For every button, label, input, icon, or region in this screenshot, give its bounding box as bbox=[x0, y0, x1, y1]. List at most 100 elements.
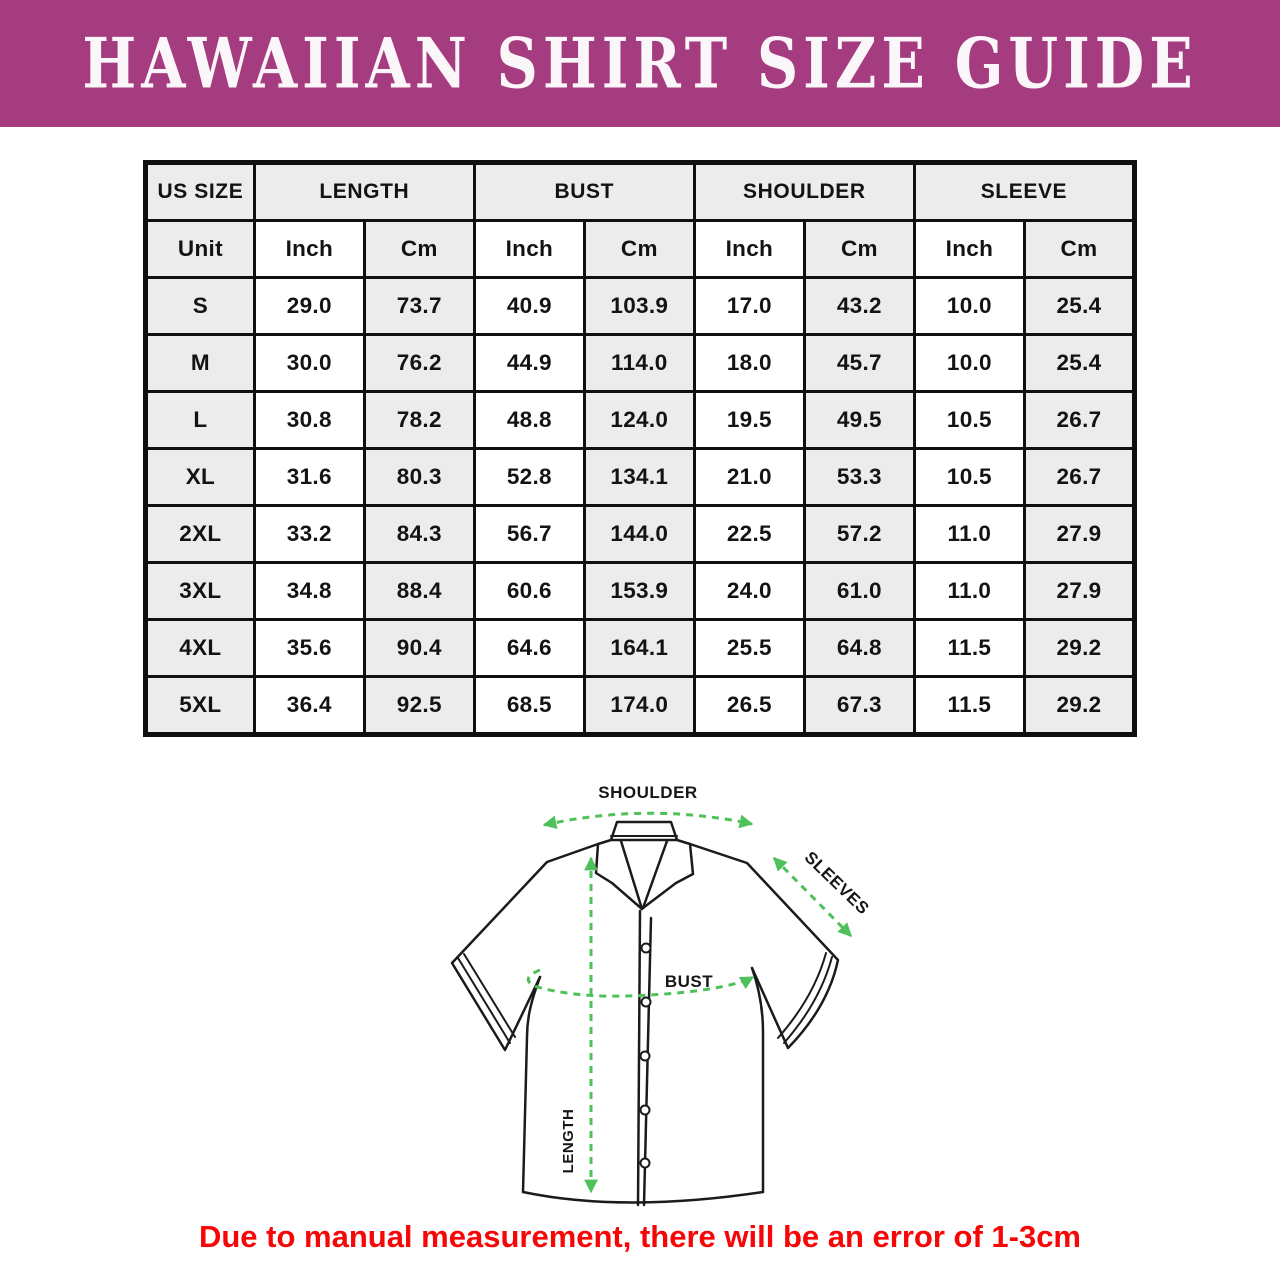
value-cell: 44.9 bbox=[472, 333, 586, 393]
unit-cell: Cm bbox=[582, 219, 696, 279]
value-cell: 30.0 bbox=[252, 333, 366, 393]
table-row: XL 31.6 80.3 52.8 134.1 21.0 53.3 10.5 2… bbox=[144, 447, 1137, 507]
value-cell: 174.0 bbox=[582, 675, 696, 736]
value-cell: 64.6 bbox=[472, 618, 586, 678]
size-cell: M bbox=[144, 333, 256, 393]
value-cell: 25.5 bbox=[692, 618, 806, 678]
value-cell: 11.0 bbox=[912, 504, 1026, 564]
value-cell: 92.5 bbox=[362, 675, 476, 736]
size-cell: 3XL bbox=[144, 561, 256, 621]
value-cell: 52.8 bbox=[472, 447, 586, 507]
unit-cell: Inch bbox=[912, 219, 1026, 279]
value-cell: 10.0 bbox=[912, 276, 1026, 336]
column-header-us-size: US SIZE bbox=[144, 161, 256, 222]
table-row: L 30.8 78.2 48.8 124.0 19.5 49.5 10.5 26… bbox=[144, 390, 1137, 450]
page-title: HAWAIIAN SHIRT SIZE GUIDE bbox=[82, 22, 1198, 105]
unit-header-row: Unit Inch Cm Inch Cm Inch Cm Inch Cm bbox=[144, 219, 1137, 279]
size-cell: L bbox=[144, 390, 256, 450]
table-row: 3XL 34.8 88.4 60.6 153.9 24.0 61.0 11.0 … bbox=[144, 561, 1137, 621]
size-cell: S bbox=[144, 276, 256, 336]
value-cell: 17.0 bbox=[692, 276, 806, 336]
measurement-arrows bbox=[526, 811, 853, 1194]
value-cell: 26.7 bbox=[1022, 390, 1137, 450]
shirt-measurement-diagram: SHOULDER SLEEVES BUST LENGTH bbox=[450, 783, 873, 1207]
table-row: 2XL 33.2 84.3 56.7 144.0 22.5 57.2 11.0 … bbox=[144, 504, 1137, 564]
value-cell: 11.5 bbox=[912, 618, 1026, 678]
value-cell: 64.8 bbox=[802, 618, 916, 678]
bust-arrow-icon bbox=[526, 968, 755, 998]
column-header-bust: BUST bbox=[472, 161, 696, 222]
value-cell: 25.4 bbox=[1022, 276, 1137, 336]
bust-label: BUST bbox=[665, 972, 713, 991]
unit-cell: Inch bbox=[252, 219, 366, 279]
value-cell: 103.9 bbox=[582, 276, 696, 336]
value-cell: 78.2 bbox=[362, 390, 476, 450]
value-cell: 57.2 bbox=[802, 504, 916, 564]
value-cell: 27.9 bbox=[1022, 561, 1137, 621]
value-cell: 29.2 bbox=[1022, 675, 1137, 736]
column-header-shoulder: SHOULDER bbox=[692, 161, 916, 222]
size-cell: 2XL bbox=[144, 504, 256, 564]
value-cell: 76.2 bbox=[362, 333, 476, 393]
shoulder-label: SHOULDER bbox=[598, 783, 697, 802]
value-cell: 30.8 bbox=[252, 390, 366, 450]
value-cell: 10.5 bbox=[912, 447, 1026, 507]
unit-cell: Inch bbox=[692, 219, 806, 279]
value-cell: 18.0 bbox=[692, 333, 806, 393]
unit-cell: Cm bbox=[362, 219, 476, 279]
value-cell: 10.5 bbox=[912, 390, 1026, 450]
length-label: LENGTH bbox=[560, 1109, 577, 1174]
value-cell: 60.6 bbox=[472, 561, 586, 621]
value-cell: 27.9 bbox=[1022, 504, 1137, 564]
sleeves-label: SLEEVES bbox=[801, 848, 873, 919]
value-cell: 40.9 bbox=[472, 276, 586, 336]
unit-cell: Inch bbox=[472, 219, 586, 279]
value-cell: 90.4 bbox=[362, 618, 476, 678]
value-cell: 10.0 bbox=[912, 333, 1026, 393]
value-cell: 31.6 bbox=[252, 447, 366, 507]
value-cell: 29.0 bbox=[252, 276, 366, 336]
shirt-outline-icon bbox=[450, 820, 840, 1207]
value-cell: 11.0 bbox=[912, 561, 1026, 621]
size-cell: 5XL bbox=[144, 675, 256, 736]
table-row: S 29.0 73.7 40.9 103.9 17.0 43.2 10.0 25… bbox=[144, 276, 1137, 336]
value-cell: 56.7 bbox=[472, 504, 586, 564]
value-cell: 88.4 bbox=[362, 561, 476, 621]
shoulder-arrow-icon bbox=[542, 811, 754, 830]
value-cell: 144.0 bbox=[582, 504, 696, 564]
value-cell: 19.5 bbox=[692, 390, 806, 450]
value-cell: 25.4 bbox=[1022, 333, 1137, 393]
value-cell: 84.3 bbox=[362, 504, 476, 564]
value-cell: 11.5 bbox=[912, 675, 1026, 736]
table-row: 5XL 36.4 92.5 68.5 174.0 26.5 67.3 11.5 … bbox=[144, 675, 1137, 736]
column-header-sleeve: SLEEVE bbox=[912, 161, 1137, 222]
value-cell: 53.3 bbox=[802, 447, 916, 507]
value-cell: 26.5 bbox=[692, 675, 806, 736]
measurement-error-note: Due to manual measurement, there will be… bbox=[198, 1219, 1082, 1254]
table-row: M 30.0 76.2 44.9 114.0 18.0 45.7 10.0 25… bbox=[144, 333, 1137, 393]
value-cell: 26.7 bbox=[1022, 447, 1137, 507]
value-cell: 24.0 bbox=[692, 561, 806, 621]
value-cell: 67.3 bbox=[802, 675, 916, 736]
size-chart-table: US SIZE LENGTH BUST SHOULDER SLEEVE Unit… bbox=[143, 160, 1137, 737]
value-cell: 33.2 bbox=[252, 504, 366, 564]
value-cell: 114.0 bbox=[582, 333, 696, 393]
value-cell: 21.0 bbox=[692, 447, 806, 507]
value-cell: 124.0 bbox=[582, 390, 696, 450]
value-cell: 134.1 bbox=[582, 447, 696, 507]
value-cell: 73.7 bbox=[362, 276, 476, 336]
table-row: 4XL 35.6 90.4 64.6 164.1 25.5 64.8 11.5 … bbox=[144, 618, 1137, 678]
value-cell: 43.2 bbox=[802, 276, 916, 336]
size-cell: XL bbox=[144, 447, 256, 507]
value-cell: 35.6 bbox=[252, 618, 366, 678]
unit-cell: Cm bbox=[1022, 219, 1137, 279]
size-cell: 4XL bbox=[144, 618, 256, 678]
value-cell: 34.8 bbox=[252, 561, 366, 621]
value-cell: 36.4 bbox=[252, 675, 366, 736]
title-banner: HAWAIIAN SHIRT SIZE GUIDE bbox=[0, 0, 1280, 127]
value-cell: 153.9 bbox=[582, 561, 696, 621]
value-cell: 80.3 bbox=[362, 447, 476, 507]
value-cell: 68.5 bbox=[472, 675, 586, 736]
value-cell: 29.2 bbox=[1022, 618, 1137, 678]
value-cell: 164.1 bbox=[582, 618, 696, 678]
